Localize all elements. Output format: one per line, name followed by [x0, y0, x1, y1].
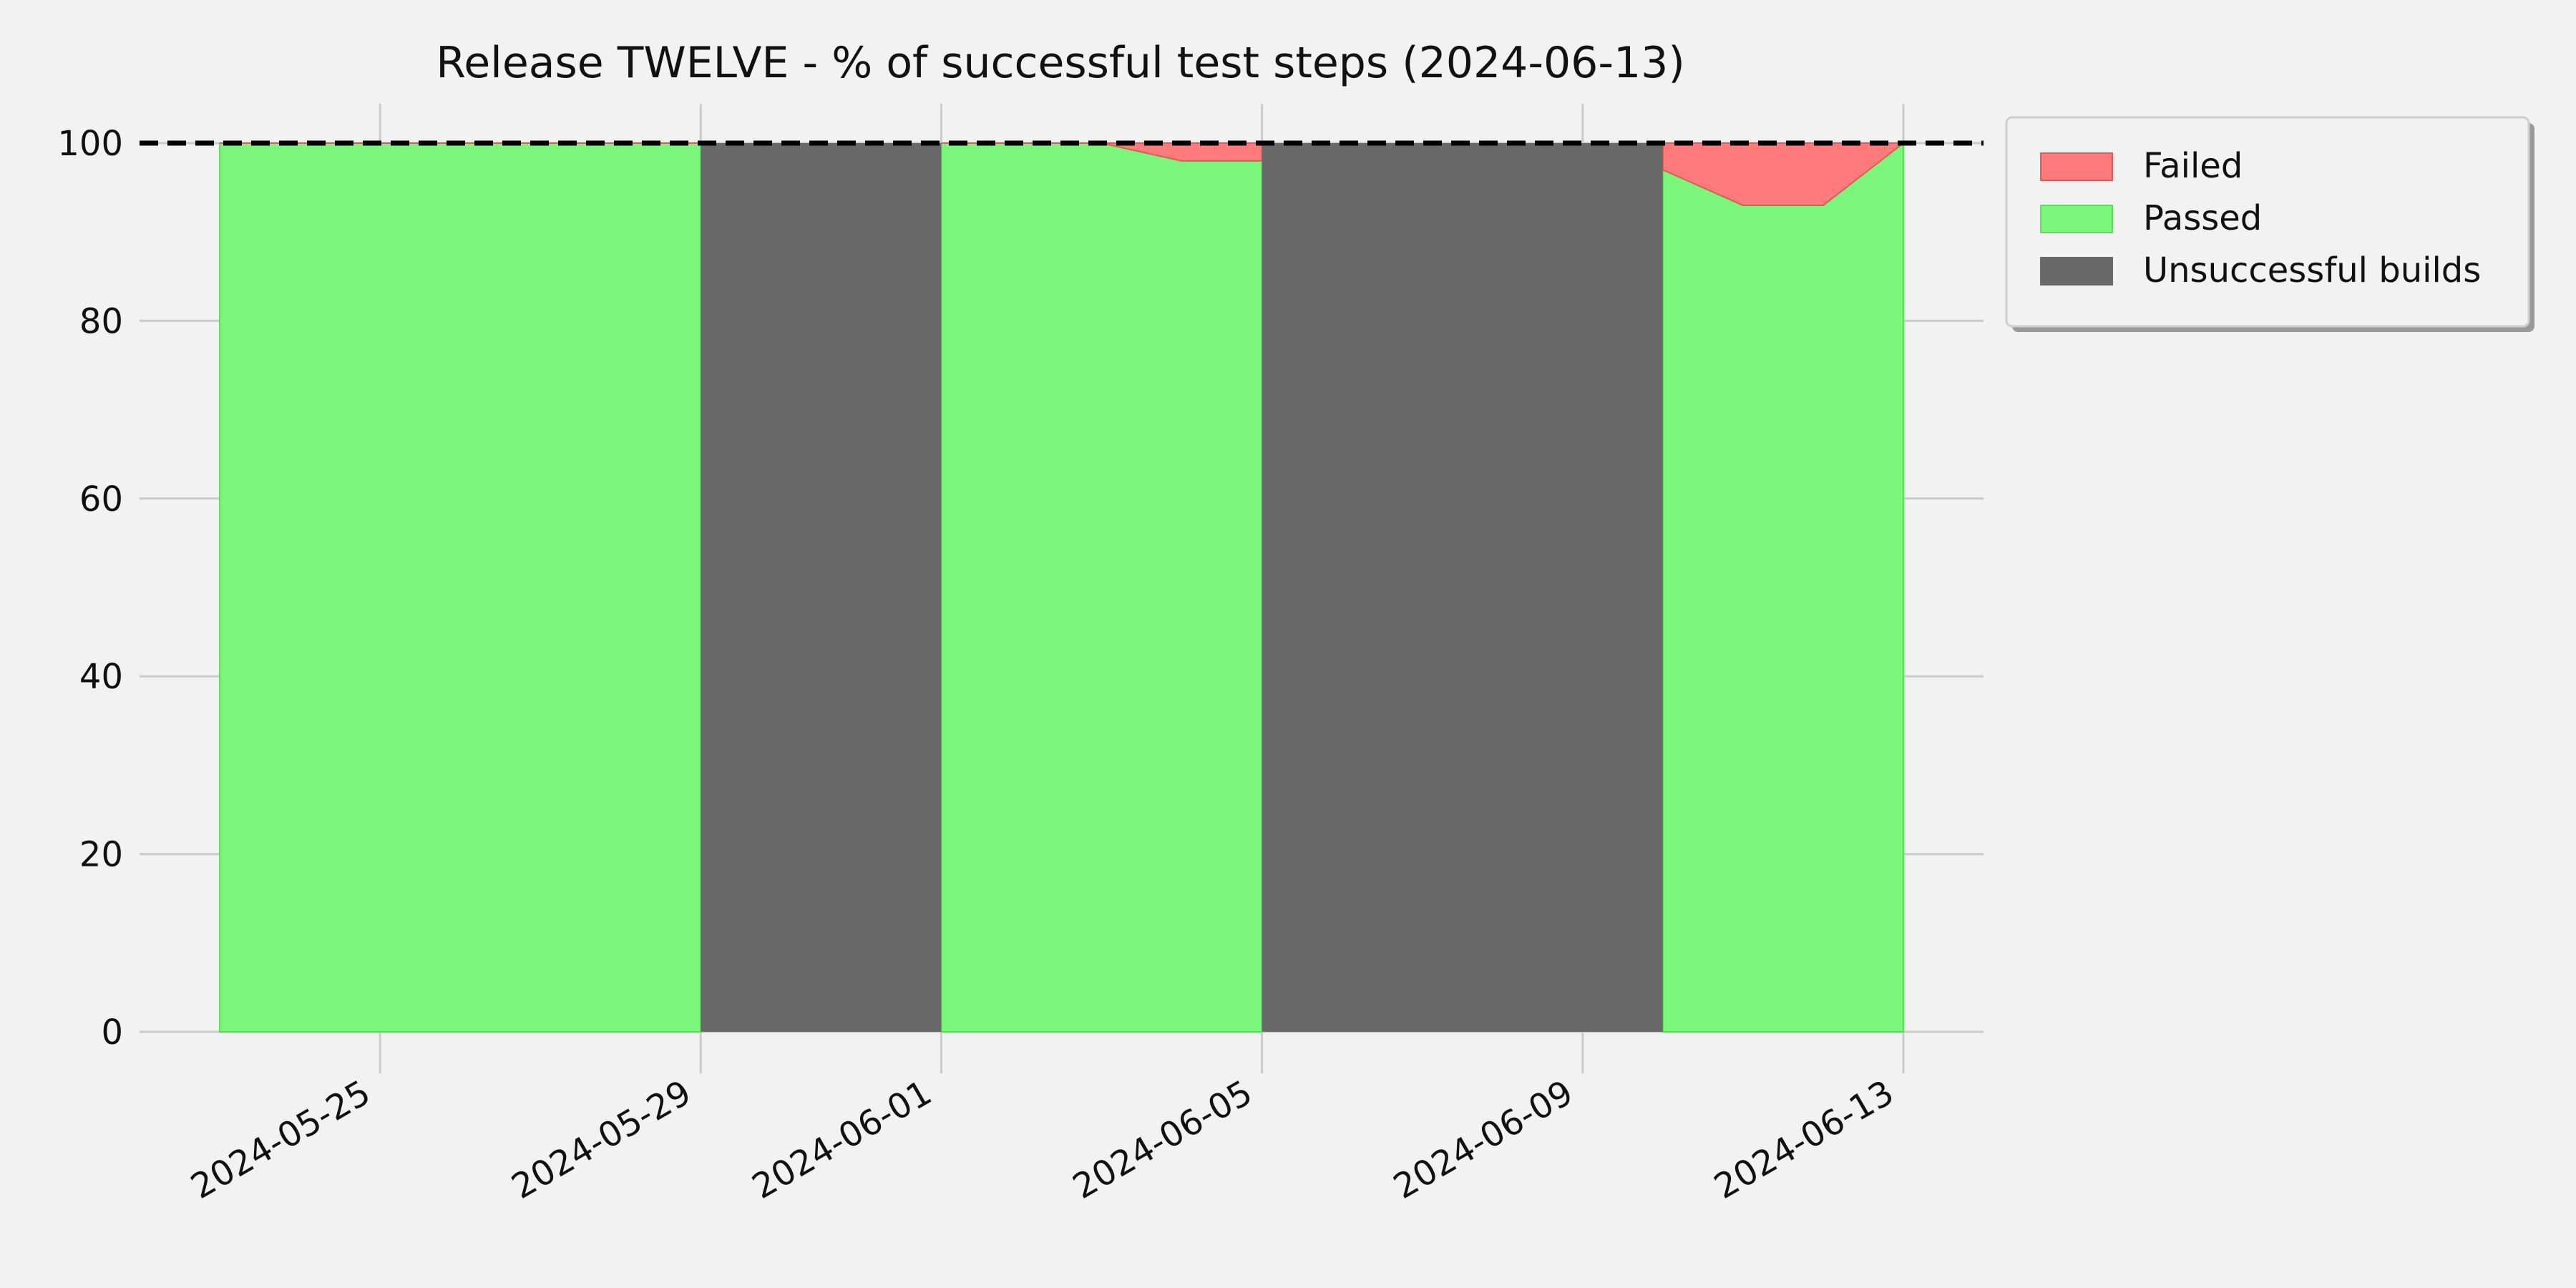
y-tick-label: 0 — [101, 1013, 123, 1053]
unsuccessful-build-band — [1262, 143, 1663, 1032]
y-tick-label: 100 — [57, 124, 123, 164]
chart-title: Release TWELVE - % of successful test st… — [436, 38, 1684, 88]
passed-area — [219, 142, 702, 1033]
legend-swatch — [2040, 257, 2113, 286]
legend-box — [2005, 116, 2530, 328]
legend: Failed Passed Unsuccessful builds — [2005, 116, 2534, 332]
legend-label: Unsuccessful builds — [2143, 250, 2481, 291]
passed-area — [940, 142, 1263, 1033]
y-tick-label: 40 — [79, 657, 123, 697]
unsuccessful-build-band — [701, 143, 942, 1032]
failed-area — [1662, 142, 1906, 206]
legend-swatch — [2040, 152, 2113, 181]
plot-area — [219, 141, 1906, 1033]
passed-area — [1662, 141, 1904, 1033]
y-tick-label: 60 — [79, 479, 123, 519]
y-tick-label: 80 — [79, 301, 123, 341]
y-tick-label: 20 — [79, 835, 123, 875]
legend-label: Failed — [2143, 146, 2243, 186]
legend-swatch — [2040, 205, 2113, 233]
legend-label: Passed — [2143, 198, 2262, 238]
